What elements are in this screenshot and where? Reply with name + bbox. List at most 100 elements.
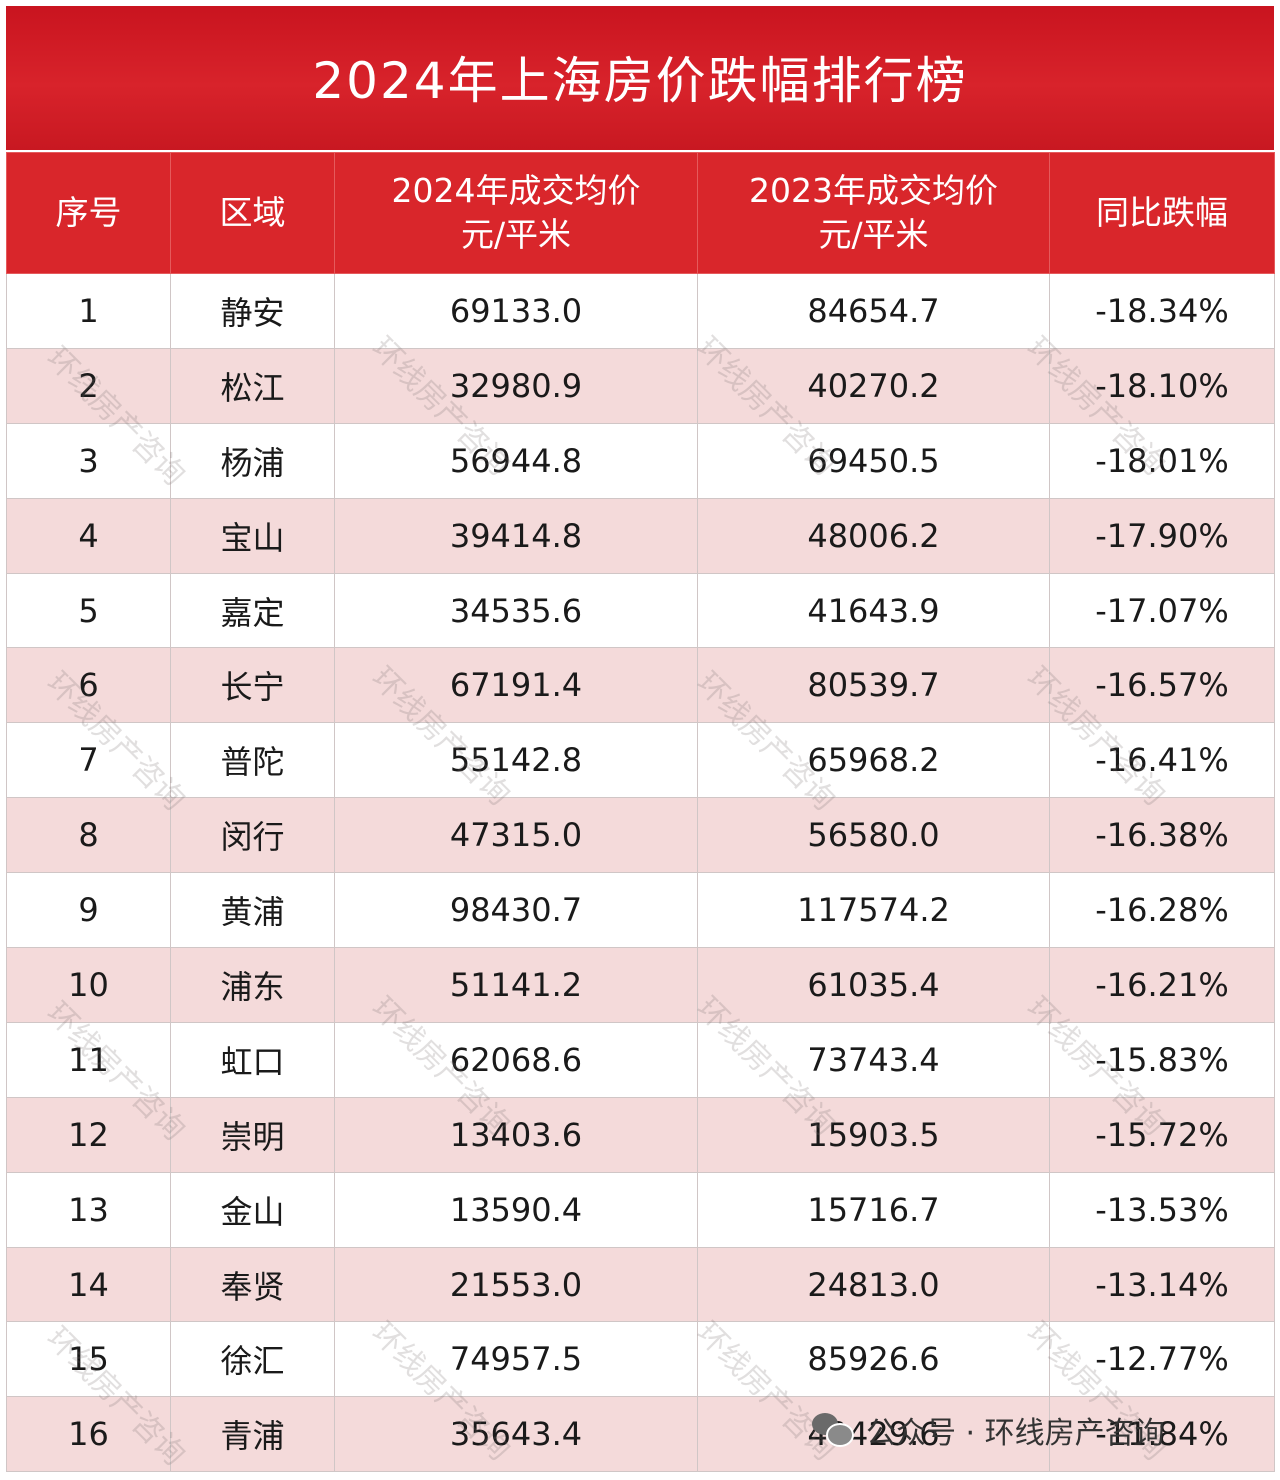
header-rank-label: 序号 [55,193,122,232]
avg-2024-cell: 34535.6 [334,572,698,649]
yoy-change-cell: -17.90% [1049,497,1275,574]
district-cell: 普陀 [170,722,335,799]
district-cell: 浦东 [170,947,335,1023]
header-avg-2023-unit: 元/平米 [818,215,929,254]
table-row: 5 嘉定 34535.6 41643.9 -17.07% [6,572,1275,649]
price-ranking-table: 序号 区域 2024年成交均价 元/平米 2023年成交均价 元/平米 同比跌幅… [6,152,1275,1473]
district-cell: 闵行 [170,797,335,874]
avg-2023-cell: 40429.6 [697,1396,1050,1473]
header-yoy-change: 同比跌幅 [1049,152,1275,274]
table-row: 4 宝山 39414.8 48006.2 -17.90% [6,497,1275,574]
district-cell: 金山 [170,1171,335,1248]
avg-2024-cell: 98430.7 [334,872,698,949]
district-cell: 长宁 [170,647,335,724]
table-header-row: 序号 区域 2024年成交均价 元/平米 2023年成交均价 元/平米 同比跌幅 [6,152,1275,274]
yoy-change-cell: -16.41% [1049,722,1275,799]
table-row: 14 奉贤 21553.0 24813.0 -13.14% [6,1246,1275,1323]
yoy-change-cell: -11.84% [1049,1396,1275,1473]
yoy-change-cell: -16.21% [1049,947,1275,1023]
table-row: 3 杨浦 56944.8 69450.5 -18.01% [6,422,1275,499]
rank-cell: 4 [6,497,171,574]
avg-2023-cell: 15716.7 [697,1171,1050,1248]
rank-cell: 15 [6,1321,171,1398]
yoy-change-cell: -18.10% [1049,347,1275,424]
avg-2024-cell: 13590.4 [334,1171,698,1248]
district-cell: 松江 [170,347,335,424]
avg-2024-cell: 69133.0 [334,273,698,349]
avg-2024-cell: 47315.0 [334,797,698,874]
district-cell: 嘉定 [170,572,335,649]
header-avg-2023: 2023年成交均价 元/平米 [697,152,1050,274]
rank-cell: 3 [6,422,171,499]
header-district: 区域 [170,152,335,274]
yoy-change-cell: -12.77% [1049,1321,1275,1398]
rank-cell: 11 [6,1021,171,1098]
rank-cell: 14 [6,1246,171,1323]
table-row: 11 虹口 62068.6 73743.4 -15.83% [6,1021,1275,1098]
avg-2024-cell: 74957.5 [334,1321,698,1398]
district-cell: 黄浦 [170,872,335,949]
yoy-change-cell: -16.38% [1049,797,1275,874]
yoy-change-cell: -18.01% [1049,422,1275,499]
yoy-change-cell: -13.53% [1049,1171,1275,1248]
avg-2023-cell: 80539.7 [697,647,1050,724]
avg-2024-cell: 13403.6 [334,1096,698,1173]
district-cell: 杨浦 [170,422,335,499]
avg-2023-cell: 85926.6 [697,1321,1050,1398]
avg-2023-cell: 73743.4 [697,1021,1050,1098]
avg-2023-cell: 24813.0 [697,1246,1050,1323]
avg-2023-cell: 40270.2 [697,347,1050,424]
header-avg-2024-unit: 元/平米 [460,215,572,254]
rank-cell: 16 [6,1396,171,1473]
avg-2023-cell: 61035.4 [697,947,1050,1023]
table-body: 1 静安 69133.0 84654.7 -18.34% 2 松江 32980.9 40270.… [6,273,1275,1473]
district-cell: 宝山 [170,497,335,574]
avg-2024-cell: 56944.8 [334,422,698,499]
header-rank: 序号 [6,152,171,274]
table-row: 1 静安 69133.0 84654.7 -18.34% [6,273,1275,349]
district-cell: 虹口 [170,1021,335,1098]
district-cell: 奉贤 [170,1246,335,1323]
table-row: 10 浦东 51141.2 61035.4 -16.21% [6,947,1275,1023]
table-row: 9 黄浦 98430.7 117574.2 -16.28% [6,872,1275,949]
yoy-change-cell: -16.28% [1049,872,1275,949]
avg-2024-cell: 32980.9 [334,347,698,424]
avg-2023-cell: 56580.0 [697,797,1050,874]
avg-2023-cell: 41643.9 [697,572,1050,649]
table-row: 2 松江 32980.9 40270.2 -18.10% [6,347,1275,424]
avg-2023-cell: 117574.2 [697,872,1050,949]
yoy-change-cell: -15.83% [1049,1021,1275,1098]
rank-cell: 12 [6,1096,171,1173]
avg-2024-cell: 51141.2 [334,947,698,1023]
table-row: 6 长宁 67191.4 80539.7 -16.57% [6,647,1275,724]
rank-cell: 13 [6,1171,171,1248]
table-row: 16 青浦 35643.4 40429.6 -11.84% [6,1396,1275,1473]
yoy-change-cell: -15.72% [1049,1096,1275,1173]
avg-2024-cell: 39414.8 [334,497,698,574]
rank-cell: 8 [6,797,171,874]
district-cell: 青浦 [170,1396,335,1473]
yoy-change-cell: -13.14% [1049,1246,1275,1323]
header-avg-2024-label: 2024年成交均价 [391,171,641,210]
table-row: 8 闵行 47315.0 56580.0 -16.38% [6,797,1275,874]
yoy-change-cell: -16.57% [1049,647,1275,724]
avg-2024-cell: 62068.6 [334,1021,698,1098]
rank-cell: 7 [6,722,171,799]
header-avg-2024: 2024年成交均价 元/平米 [334,152,698,274]
rank-cell: 5 [6,572,171,649]
table-row: 15 徐汇 74957.5 85926.6 -12.77% [6,1321,1275,1398]
rank-cell: 1 [6,273,171,349]
table-row: 12 崇明 13403.6 15903.5 -15.72% [6,1096,1275,1173]
table-row: 13 金山 13590.4 15716.7 -13.53% [6,1171,1275,1248]
title-banner: 2024年上海房价跌幅排行榜 [6,6,1274,150]
rank-cell: 9 [6,872,171,949]
district-cell: 徐汇 [170,1321,335,1398]
table-row: 7 普陀 55142.8 65968.2 -16.41% [6,722,1275,799]
header-avg-2023-label: 2023年成交均价 [749,171,998,210]
header-yoy-change-label: 同比跌幅 [1096,193,1228,232]
avg-2024-cell: 35643.4 [334,1396,698,1473]
avg-2024-cell: 21553.0 [334,1246,698,1323]
avg-2023-cell: 84654.7 [697,273,1050,349]
avg-2023-cell: 15903.5 [697,1096,1050,1173]
